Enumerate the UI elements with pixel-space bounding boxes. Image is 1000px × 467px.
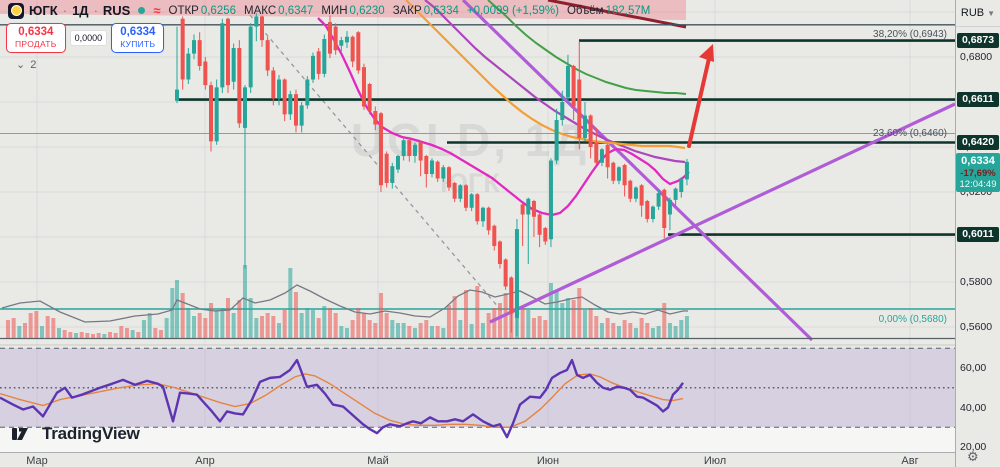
price-axis-label: 0,6800 [960, 51, 993, 63]
descending-trendline [461, 0, 814, 342]
ma-violet [424, 0, 686, 164]
tradingview-logo[interactable]: TradingView [12, 424, 140, 444]
spread-value: 0,0000 [69, 30, 108, 46]
volume-indicator: Объём 182,57М [566, 4, 651, 17]
time-axis-month: Мар [26, 455, 48, 467]
ascending-trendline [489, 102, 956, 324]
time-axis-month: Май [367, 455, 389, 467]
currency-selector[interactable]: RUB ▼ [956, 0, 1000, 27]
sell-label: ПРОДАТЬ [15, 39, 57, 49]
exchange-label: RUS [102, 3, 131, 18]
price-change: +0,0099 (+1,59%) [466, 4, 559, 17]
time-axis-month: Авг [901, 455, 919, 467]
time-axis-month: Июн [536, 455, 560, 467]
projection-arrow-head [699, 44, 714, 62]
time-axis[interactable]: Мар Апр Май Июн Июл Авг [0, 452, 955, 467]
symbol-title-button[interactable]: ЮГК · 1Д · RUS [8, 2, 131, 19]
collapsed-count: 2 [30, 58, 37, 71]
projection-arrow [687, 52, 712, 148]
chevron-down-icon: ▼ [987, 8, 996, 18]
dashed-trendline [249, 14, 506, 316]
symbol-logo-icon [8, 2, 24, 19]
rsi-axis-label: 40,00 [960, 401, 987, 414]
rsi-axis-label: 20,00 [960, 441, 987, 453]
trade-panel: 0,6334 ПРОДАТЬ 0,0000 0,6334 КУПИТЬ [6, 23, 165, 53]
ohlc-open: ОТКР 0,6256 [168, 4, 237, 17]
sell-button[interactable]: 0,6334 ПРОДАТЬ [6, 23, 66, 53]
rsi-signal-line [0, 373, 684, 428]
price-level-badge: 0,6420 [957, 135, 999, 150]
current-price-badge: 0,6334 -17,69% 12:04:49 [956, 152, 1000, 192]
buy-button[interactable]: 0,6334 КУПИТЬ [111, 23, 165, 53]
time-axis-month: Апр [195, 455, 215, 467]
separator-dot: · [93, 3, 98, 18]
data-delay-wave-icon: ≈ [153, 2, 161, 18]
sell-price: 0,6334 [18, 26, 54, 38]
candles-layer [175, 13, 689, 336]
separator-dot: · [62, 3, 68, 18]
channel-line [547, 0, 687, 29]
market-status-dot-icon [138, 7, 146, 14]
price-level-badge: 0,6011 [957, 227, 999, 243]
object-tree-collapse-button[interactable]: ⌄ 2 [16, 58, 37, 72]
price-level-badge: 0,6611 [957, 92, 999, 108]
symbol-name[interactable]: ЮГК [29, 3, 58, 18]
ma-orange [405, 0, 686, 150]
rsi-lower-zone [0, 427, 955, 452]
settings-gear-icon[interactable]: ⚙ [967, 449, 979, 464]
tradingview-mark-icon [12, 428, 28, 440]
bar-countdown: 12:04:49 [959, 178, 997, 190]
price-level-badge: 0,6873 [957, 33, 999, 49]
price-axis-label: 0,5600 [960, 321, 993, 333]
ma-green [487, 0, 687, 95]
symbol-info-bar: ЮГК · 1Д · RUS ≈ ОТКР 0,6256 МАКС 0,6347 М… [8, 2, 650, 19]
ohlc-high: МАКС 0,6347 [244, 4, 314, 17]
chevron-down-icon: ⌄ [16, 59, 26, 71]
tradingview-text: TradingView [42, 424, 140, 443]
volume-ma-line [1, 284, 688, 323]
rsi-axis-label: 60,00 [960, 362, 987, 374]
buy-price: 0,6334 [120, 26, 156, 38]
interval-button[interactable]: 1Д [72, 3, 89, 18]
ohlc-close: ЗАКР 0,6334 [392, 4, 459, 17]
currency-label: RUB [960, 7, 985, 19]
current-change-pct: -17,69% [960, 167, 996, 179]
price-axis-label: 0,5800 [960, 276, 993, 288]
channel-band [0, 0, 686, 20]
price-axis[interactable]: RUB ▼ ⚙ 0,68000,66000,64000,62000,60000,… [955, 0, 1000, 467]
rsi-line [0, 358, 684, 439]
ohlc-low: МИН 0,6230 [321, 4, 385, 17]
buy-label: КУПИТЬ [120, 39, 156, 49]
current-price: 0,6334 [961, 154, 995, 167]
time-axis-month: Июл [703, 455, 727, 467]
